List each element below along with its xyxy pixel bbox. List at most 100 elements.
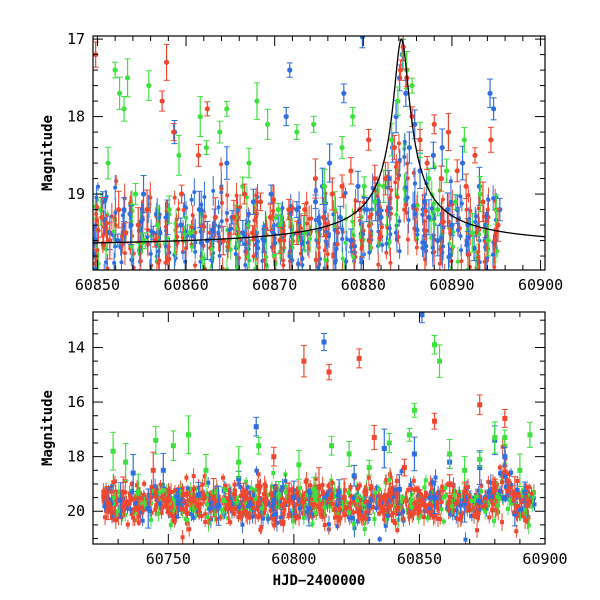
data-point: [500, 480, 505, 485]
data-point: [507, 497, 512, 502]
data-point: [169, 507, 174, 512]
data-point: [131, 515, 136, 520]
data-point: [323, 257, 328, 262]
data-point: [292, 504, 297, 509]
data-point: [526, 523, 531, 528]
data-point: [299, 241, 304, 246]
data-point: [377, 236, 382, 241]
data-point: [138, 259, 143, 264]
data-point: [279, 503, 284, 508]
data-point: [171, 518, 176, 523]
data-point: [326, 234, 331, 239]
data-point: [505, 506, 510, 511]
data-point: [213, 510, 218, 515]
data-point: [459, 511, 464, 516]
data-point: [111, 229, 116, 234]
data-point: [500, 496, 505, 501]
data-point: [236, 501, 241, 506]
data-point: [217, 497, 222, 502]
data-point: [202, 195, 207, 200]
data-point: [498, 488, 503, 493]
data-point: [185, 517, 190, 522]
data-point: [495, 508, 500, 513]
data-point: [256, 246, 261, 251]
data-point: [298, 486, 303, 491]
data-point: [302, 206, 308, 213]
data-point: [368, 486, 373, 491]
data-point: [184, 475, 189, 480]
data-point: [377, 183, 382, 188]
data-point: [487, 90, 493, 96]
data-point: [224, 218, 229, 223]
data-point: [474, 214, 479, 219]
data-point: [477, 507, 482, 512]
data-point: [216, 281, 220, 285]
data-point: [408, 483, 413, 488]
data-point: [261, 237, 267, 244]
data-point: [375, 500, 380, 505]
data-point: [434, 505, 439, 510]
data-point: [405, 237, 410, 242]
data-point: [388, 475, 393, 480]
data-point: [475, 515, 480, 520]
data-point: [308, 276, 312, 280]
data-point: [370, 186, 375, 191]
data-point: [406, 218, 411, 223]
data-point: [243, 509, 248, 514]
data-point: [245, 280, 249, 284]
data-point: [148, 251, 153, 256]
data-point: [454, 500, 459, 505]
data-point: [422, 496, 427, 501]
data-point: [282, 238, 287, 243]
data-point: [290, 258, 295, 263]
data-point: [143, 497, 148, 502]
data-point: [145, 235, 150, 240]
data-point: [129, 244, 134, 249]
data-point: [166, 244, 171, 249]
data-point: [258, 512, 263, 517]
data-point: [176, 152, 182, 158]
data-point: [290, 271, 294, 275]
data-point: [211, 222, 218, 228]
data-point: [467, 508, 472, 513]
data-point: [421, 500, 426, 505]
data-point: [227, 488, 232, 493]
data-point: [377, 487, 382, 492]
baseline-points: [101, 437, 537, 544]
data-point: [424, 160, 430, 166]
data-point: [495, 222, 501, 228]
data-point: [364, 206, 370, 213]
data-point: [367, 214, 372, 219]
data-point: [115, 508, 120, 513]
data-point: [266, 501, 271, 506]
data-point: [262, 258, 267, 263]
data-point: [180, 486, 185, 491]
data-point: [171, 496, 176, 501]
data-point: [458, 234, 463, 239]
data-point: [483, 509, 488, 514]
data-point: [253, 487, 258, 492]
data-point: [380, 243, 385, 248]
data-point: [95, 184, 100, 189]
data-point: [391, 144, 397, 151]
data-point: [133, 501, 138, 506]
y-tick-label: 17: [67, 30, 85, 48]
data-point: [336, 518, 341, 523]
data-point: [217, 129, 223, 135]
data-point: [433, 498, 438, 503]
data-point: [489, 492, 494, 497]
data-point: [432, 216, 437, 221]
data-point: [277, 222, 283, 228]
data-point: [197, 113, 203, 120]
data-point: [235, 208, 240, 213]
data-point: [503, 474, 508, 479]
data-point: [190, 502, 195, 507]
data-point: [511, 499, 516, 504]
data-point: [450, 508, 455, 513]
data-point: [393, 180, 398, 185]
data-point: [337, 214, 343, 220]
data-point: [142, 481, 147, 486]
data-point: [346, 490, 351, 495]
data-point: [417, 137, 423, 143]
data-point: [481, 499, 486, 504]
